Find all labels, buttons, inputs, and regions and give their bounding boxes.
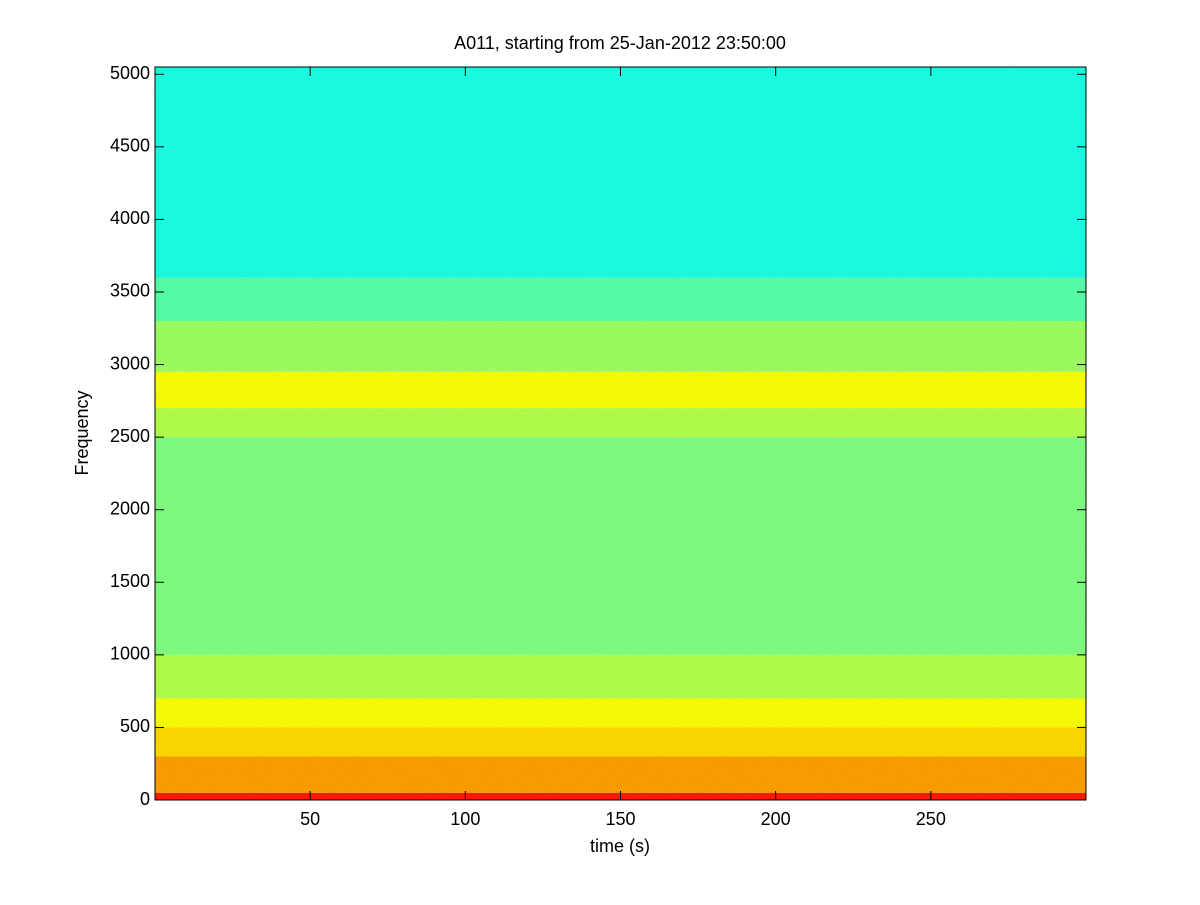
y-tick-label: 4000: [110, 208, 150, 228]
y-axis-label: Frequency: [72, 390, 92, 475]
y-tick-label: 4500: [110, 136, 150, 156]
y-tick-label: 1000: [110, 644, 150, 664]
y-tick-label: 2500: [110, 426, 150, 446]
y-tick-label: 500: [120, 716, 150, 736]
y-tick-label: 1500: [110, 571, 150, 591]
y-tick-label: 3000: [110, 353, 150, 373]
x-tick-label: 200: [761, 809, 791, 829]
x-tick-label: 150: [605, 809, 635, 829]
chart-title: A011, starting from 25-Jan-2012 23:50:00: [454, 33, 786, 53]
x-tick-label: 250: [916, 809, 946, 829]
noise-texture: [155, 67, 1086, 800]
y-tick-label: 3500: [110, 281, 150, 301]
x-tick-label: 100: [450, 809, 480, 829]
y-tick-label: 0: [140, 789, 150, 809]
y-tick-label: 5000: [110, 63, 150, 83]
x-tick-label: 50: [300, 809, 320, 829]
y-tick-label: 2000: [110, 498, 150, 518]
x-axis-label: time (s): [590, 836, 650, 856]
